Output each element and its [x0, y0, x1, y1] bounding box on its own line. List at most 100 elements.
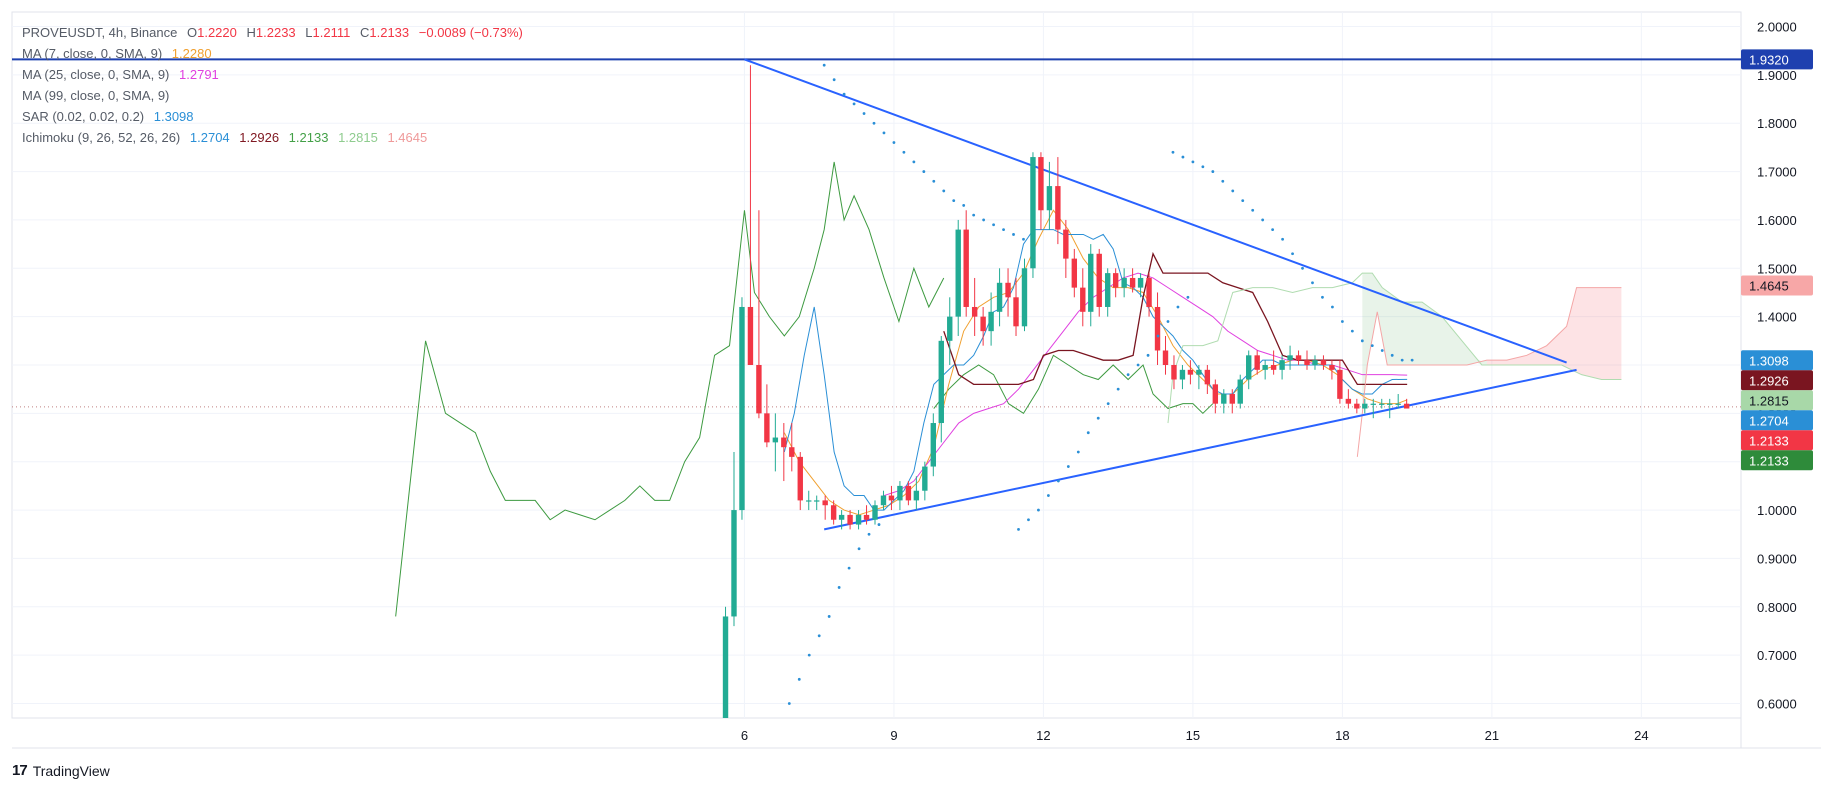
candle-body — [855, 514, 862, 525]
candle-body — [772, 437, 779, 443]
candle-body — [1345, 398, 1352, 404]
candle-body — [1370, 403, 1376, 405]
candle-body — [789, 447, 795, 457]
sar-dot — [1106, 402, 1110, 406]
candle-body — [963, 229, 969, 307]
sar-dot — [877, 523, 881, 526]
y-tick-label: 1.9000 — [1757, 68, 1797, 83]
candle-body — [847, 514, 853, 525]
candle-body — [1179, 369, 1186, 380]
candle-body — [756, 365, 762, 414]
legend-ma99-row[interactable]: MA (99, close, 0, SMA, 9) — [22, 85, 529, 106]
sar-dot — [787, 702, 791, 705]
candle-body — [1287, 355, 1293, 361]
sar-dot — [992, 223, 995, 227]
sar-dot — [1370, 344, 1374, 348]
candle-body — [905, 485, 912, 501]
legend-ma25-row[interactable]: MA (25, close, 0, SMA, 9) 1.2791 — [22, 64, 529, 85]
sar-dot — [807, 653, 811, 657]
symbol-label[interactable]: PROVEUSDT, 4h, Binance — [22, 25, 178, 40]
sar-dot — [1350, 329, 1354, 333]
candle-body — [1129, 277, 1136, 288]
price-label-bg — [1741, 49, 1813, 70]
sar-dot — [1002, 228, 1005, 232]
ohlc-open-label: O — [186, 25, 198, 40]
sar-dot — [1261, 218, 1265, 222]
sar-dot — [1186, 295, 1190, 299]
price-label-badge: 1.3098 — [1741, 350, 1813, 371]
candle-body — [797, 456, 803, 501]
price-label-bg — [1741, 390, 1813, 411]
legend-ma7-row[interactable]: MA (7, close, 0, SMA, 9) 1.2280 — [22, 43, 529, 64]
candle-body — [1104, 273, 1111, 307]
candle-body — [930, 423, 937, 467]
legend-sar-row[interactable]: SAR (0.02, 0.02, 0.2) 1.3098 — [22, 106, 529, 127]
sar-dot — [1281, 237, 1284, 241]
brand-label: TradingView — [32, 762, 110, 779]
sar-dot — [1390, 353, 1394, 357]
ohlc-low-label: L — [305, 25, 313, 40]
ichimoku-lagging-value: 1.2133 — [288, 130, 329, 145]
sar-dot — [847, 566, 851, 570]
ichimoku-span-a-value: 1.2815 — [338, 130, 378, 145]
candle-body — [1204, 369, 1211, 385]
sar-dot — [902, 150, 906, 154]
candle-body — [1212, 384, 1219, 404]
sar-dot — [832, 78, 836, 82]
sar-dot — [1400, 358, 1404, 362]
price-label-text: 1.2704 — [1749, 413, 1789, 428]
sar-dot — [1311, 281, 1314, 285]
sar-dot — [797, 677, 801, 681]
sar-dot — [1331, 305, 1334, 309]
tradingview-brand[interactable]: 17 TradingView — [12, 762, 110, 779]
candle-body — [888, 495, 895, 501]
x-tick-label: 21 — [1485, 728, 1499, 743]
candle-body — [1080, 287, 1086, 312]
price-label-badge: 1.2133 — [1741, 430, 1813, 451]
legend-ichimoku-row[interactable]: Ichimoku (9, 26, 52, 26, 26) 1.2704 1.29… — [22, 127, 529, 148]
sar-dot — [1116, 387, 1120, 391]
sar-dot — [1271, 228, 1275, 232]
candle-body — [1329, 365, 1335, 370]
candle-body — [1279, 360, 1285, 370]
price-label-text: 1.2133 — [1749, 433, 1789, 448]
ma99-name: MA (99, close, 0, SMA, 9) — [22, 88, 170, 103]
price-label-text: 1.9320 — [1749, 52, 1789, 67]
ohlc-change-value: −0.0089 (−0.73%) — [418, 25, 523, 40]
sar-dot — [882, 131, 886, 135]
price-label-bg — [1741, 450, 1813, 471]
candle-body — [971, 306, 978, 317]
candle-body — [1187, 369, 1194, 375]
sar-dot — [1047, 494, 1050, 497]
ma7-name: MA (7, close, 0, SMA, 9) — [22, 46, 163, 61]
candle-body — [988, 311, 994, 332]
y-tick-label: 0.8000 — [1757, 600, 1797, 615]
sar-dot — [952, 199, 956, 202]
series-line — [395, 161, 945, 617]
sar-dot — [1321, 295, 1324, 299]
candle-body — [781, 437, 787, 448]
trendline-upper — [744, 58, 1567, 364]
candle-body — [1046, 186, 1053, 211]
sar-dot — [867, 532, 871, 536]
sar-dot — [1126, 373, 1130, 377]
candle-body — [1312, 360, 1318, 365]
ohlc-close-value: 1.2133 — [369, 25, 410, 40]
chart-legend: PROVEUSDT, 4h, Binance O1.2220 H1.2233 L… — [22, 22, 529, 148]
sar-dot — [857, 547, 861, 551]
ma7-value: 1.2280 — [171, 46, 212, 61]
x-tick-label: 24 — [1634, 728, 1648, 743]
sar-dot — [1340, 320, 1344, 323]
sar-dot — [962, 204, 966, 207]
y-tick-label: 0.6000 — [1757, 696, 1797, 711]
candle-body — [806, 500, 812, 502]
candle-body — [1362, 403, 1368, 409]
x-tick-label: 6 — [741, 728, 748, 743]
candle-body — [1196, 369, 1202, 375]
sar-dot — [1017, 528, 1020, 531]
ichimoku-span-b-value: 1.4645 — [387, 130, 428, 145]
ichimoku-cloud-bearish — [1486, 287, 1622, 380]
sar-dot — [1156, 334, 1160, 338]
